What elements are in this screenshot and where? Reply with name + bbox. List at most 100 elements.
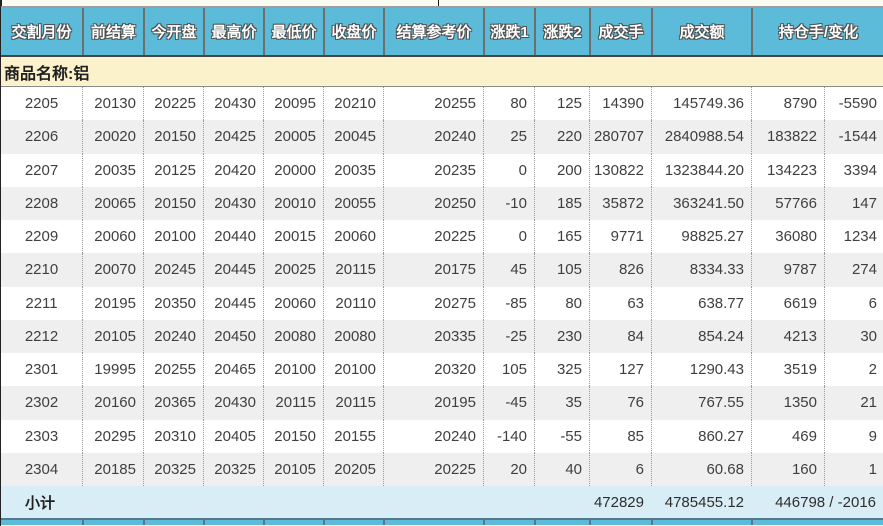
cell-open: 20150: [143, 186, 203, 220]
cell-prev-settle: 20130: [82, 87, 143, 121]
cell-change1: -85: [483, 286, 534, 320]
cell-volume: 127: [589, 353, 651, 387]
cell-low: 20105: [263, 452, 323, 486]
next-header-cell: [483, 520, 534, 525]
table-row: 2205 20130 20225 20430 20095 20210 20255 80 125 1…: [1, 87, 883, 121]
cell-change2: 230: [534, 319, 589, 353]
cell-open: 20310: [143, 419, 203, 453]
cell-change2: 125: [534, 87, 589, 121]
cell-settle-ref: 20250: [383, 186, 483, 220]
cell-change2: 220: [534, 120, 589, 154]
cell-volume: 85: [589, 419, 651, 453]
cell-oi-change-value: 147: [824, 186, 883, 220]
col-header-high: 最高价: [203, 8, 263, 55]
col-header-change2: 涨跌2: [534, 8, 589, 55]
cell-prev-settle: 20035: [82, 153, 143, 187]
cell-change2: 165: [534, 220, 589, 254]
cell-close: 20055: [323, 186, 383, 220]
cell-high: 20425: [203, 120, 263, 154]
cell-prev-settle: 20295: [82, 419, 143, 453]
cell-open-interest: 4213: [751, 319, 824, 353]
cell-change2: 185: [534, 186, 589, 220]
cell-change1: 25: [483, 120, 534, 154]
cell-oi-change-value: 30: [824, 319, 883, 353]
cell-settle-ref: 20335: [383, 319, 483, 353]
cell-turnover: 638.77: [651, 286, 751, 320]
cell-delivery-month: 2207: [24, 161, 59, 179]
next-header-cell: [323, 520, 383, 525]
cell-open: 20225: [143, 87, 203, 121]
cell-close: 20080: [323, 319, 383, 353]
cell-delivery-month: 2212: [24, 327, 59, 345]
cell-delivery-month: 2302: [24, 394, 59, 412]
previous-section-strip: [1, 0, 883, 8]
cell-close: 20210: [323, 87, 383, 121]
cell-low: 20000: [263, 153, 323, 187]
subtotal-volume: 472829: [593, 493, 644, 511]
cell-turnover: 145749.36: [651, 87, 751, 121]
cell-delivery-month: 2205: [24, 95, 59, 113]
cell-low: 20100: [263, 353, 323, 387]
cell-low: 20080: [263, 319, 323, 353]
cell-prev-settle: 20160: [82, 386, 143, 420]
cell-change2: 35: [534, 386, 589, 420]
col-header-turnover: 成交额: [651, 8, 751, 55]
cell-volume: 14390: [589, 87, 651, 121]
cell-close: 20110: [323, 286, 383, 320]
cell-high: 20450: [203, 319, 263, 353]
cell-change2: 40: [534, 452, 589, 486]
cell-low: 20150: [263, 419, 323, 453]
subtotal-open-interest-change: 446798 / -2016: [775, 493, 876, 511]
table-row: 2208 20065 20150 20430 20010 20055 20250 -10 185…: [1, 186, 883, 220]
cell-turnover: 1290.43: [651, 353, 751, 387]
table-row: 2301 19995 20255 20465 20100 20100 20320 105 325…: [1, 353, 883, 387]
cell-open-interest: 57766: [751, 186, 824, 220]
cell-settle-ref: 20320: [383, 353, 483, 387]
cell-delivery-month: 2206: [24, 128, 59, 146]
cell-low: 20060: [263, 286, 323, 320]
cell-turnover: 1323844.20: [651, 153, 751, 187]
cell-settle-ref: 20240: [383, 120, 483, 154]
cell-oi-change-value: -1544: [824, 120, 883, 154]
cell-oi-change-value: 1: [824, 452, 883, 486]
cell-prev-settle: 20060: [82, 220, 143, 254]
cell-prev-settle: 20070: [82, 253, 143, 287]
subtotal-turnover: 4785455.12: [664, 493, 744, 511]
cell-close: 20045: [323, 120, 383, 154]
cell-open-interest: 134223: [751, 153, 824, 187]
cell-oi-change-value: 6: [824, 286, 883, 320]
cell-open: 20350: [143, 286, 203, 320]
cell-high: 20465: [203, 353, 263, 387]
cell-close: 20060: [323, 220, 383, 254]
cell-turnover: 860.27: [651, 419, 751, 453]
cell-volume: 130822: [589, 153, 651, 187]
cell-prev-settle: 20105: [82, 319, 143, 353]
cell-delivery-month: 2303: [24, 427, 59, 445]
next-header-cell: [1, 520, 82, 525]
cell-open-interest: 6619: [751, 286, 824, 320]
next-header-cell: [534, 520, 589, 525]
cell-turnover: 98825.27: [651, 220, 751, 254]
cell-open: 20100: [143, 220, 203, 254]
table-row: 2304 20185 20325 20325 20105 20205 20225 20 40 6 6…: [1, 452, 883, 486]
cell-turnover: 767.55: [651, 386, 751, 420]
table-row: 2302 20160 20365 20430 20115 20115 20195 -45 35 7…: [1, 386, 883, 420]
cell-volume: 9771: [589, 220, 651, 254]
cell-delivery-month: 2210: [24, 261, 59, 279]
cell-oi-change-value: 9: [824, 419, 883, 453]
cell-open-interest: 36080: [751, 220, 824, 254]
subtotal-row: 小计 472829 4785455.12 446798 / -2016: [1, 486, 883, 518]
next-header-cell: [143, 520, 203, 525]
cell-turnover: 2840988.54: [651, 120, 751, 154]
cell-change1: -25: [483, 319, 534, 353]
col-header-settle-ref: 结算参考价: [383, 8, 483, 55]
cell-oi-change-value: 1234: [824, 220, 883, 254]
table-row: 2209 20060 20100 20440 20015 20060 20225 0 165 97…: [1, 220, 883, 254]
cell-volume: 6: [589, 452, 651, 486]
col-header-open: 今开盘: [143, 8, 203, 55]
cell-change2: 105: [534, 253, 589, 287]
cell-prev-settle: 19995: [82, 353, 143, 387]
cell-delivery-month: 2304: [24, 460, 59, 478]
table-body: 2205 20130 20225 20430 20095 20210 20255 80 125 1…: [1, 87, 883, 486]
